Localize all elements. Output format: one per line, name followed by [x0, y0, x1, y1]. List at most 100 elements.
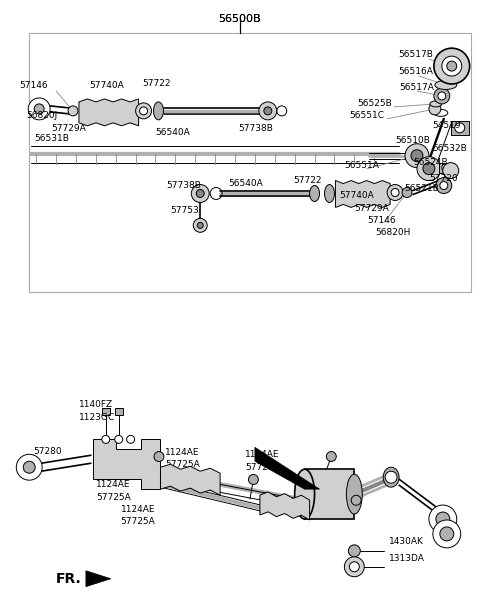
Ellipse shape: [324, 185, 335, 202]
Text: 57725A: 57725A: [96, 492, 131, 501]
Circle shape: [391, 188, 399, 196]
Text: 1140FZ: 1140FZ: [79, 400, 113, 409]
Text: 1124AE: 1124AE: [120, 504, 155, 514]
Circle shape: [434, 48, 469, 84]
Text: 56551A: 56551A: [344, 161, 379, 170]
Text: 57729A: 57729A: [354, 204, 389, 213]
Text: 56551C: 56551C: [349, 111, 384, 120]
Circle shape: [23, 461, 35, 473]
Circle shape: [348, 545, 360, 557]
Circle shape: [197, 222, 203, 228]
Circle shape: [429, 505, 457, 533]
Circle shape: [436, 512, 450, 526]
Circle shape: [68, 106, 78, 116]
Circle shape: [249, 474, 258, 485]
Bar: [439, 163, 453, 173]
Circle shape: [411, 150, 423, 162]
Circle shape: [16, 455, 42, 480]
Circle shape: [447, 61, 457, 71]
Text: 56500B: 56500B: [219, 14, 261, 24]
Polygon shape: [255, 447, 320, 489]
Ellipse shape: [154, 102, 164, 120]
Circle shape: [434, 88, 450, 104]
Text: 56524B: 56524B: [413, 158, 448, 167]
Circle shape: [436, 178, 452, 193]
Text: 57725A: 57725A: [166, 460, 200, 469]
Circle shape: [385, 471, 397, 483]
Text: FR.: FR.: [56, 572, 82, 586]
Text: 56820H: 56820H: [375, 228, 410, 237]
Polygon shape: [79, 99, 139, 126]
Circle shape: [433, 520, 461, 548]
Text: 56540A: 56540A: [156, 128, 190, 137]
Circle shape: [349, 562, 360, 572]
Text: 56521B: 56521B: [404, 184, 439, 193]
Circle shape: [154, 452, 164, 462]
Circle shape: [438, 92, 446, 100]
Text: 56820J: 56820J: [26, 111, 57, 120]
Circle shape: [440, 182, 448, 190]
Circle shape: [423, 163, 435, 175]
Ellipse shape: [435, 81, 457, 90]
Circle shape: [136, 103, 152, 119]
Circle shape: [429, 103, 441, 115]
Text: 57146: 57146: [367, 216, 396, 225]
Text: 56516A: 56516A: [398, 67, 433, 76]
Circle shape: [259, 102, 277, 120]
Text: 57722: 57722: [143, 78, 171, 87]
Text: 57722: 57722: [294, 176, 322, 185]
Text: 54519: 54519: [432, 122, 460, 130]
Circle shape: [440, 527, 454, 541]
Circle shape: [140, 107, 147, 115]
Text: 57729A: 57729A: [51, 124, 86, 133]
Circle shape: [115, 435, 123, 443]
Ellipse shape: [430, 101, 442, 107]
Text: 57738B: 57738B: [238, 124, 273, 133]
Circle shape: [417, 157, 441, 181]
Ellipse shape: [295, 469, 314, 519]
Circle shape: [443, 163, 459, 179]
Text: 56540A: 56540A: [228, 179, 263, 188]
Text: 1123GC: 1123GC: [79, 413, 115, 422]
Text: 1124AE: 1124AE: [96, 480, 131, 489]
Text: 57740A: 57740A: [89, 81, 124, 90]
Text: 57280: 57280: [33, 447, 62, 456]
Circle shape: [344, 557, 364, 577]
Text: 57740A: 57740A: [339, 191, 374, 200]
Text: 56531B: 56531B: [34, 134, 69, 143]
Text: 1124AE: 1124AE: [245, 450, 279, 459]
Bar: [29, 33, 471, 292]
Polygon shape: [336, 181, 390, 208]
Bar: [115, 408, 123, 415]
Bar: [451, 121, 468, 135]
Bar: [102, 408, 110, 415]
Text: 56517B: 56517B: [398, 49, 433, 58]
Text: 1313DA: 1313DA: [389, 554, 425, 563]
Circle shape: [196, 190, 204, 197]
Circle shape: [102, 435, 110, 443]
Circle shape: [192, 185, 209, 202]
Circle shape: [264, 107, 272, 115]
Text: 57146: 57146: [19, 81, 48, 90]
Circle shape: [442, 56, 462, 76]
Text: 56510B: 56510B: [395, 136, 430, 145]
Circle shape: [442, 164, 450, 172]
Circle shape: [127, 435, 134, 443]
Text: 57720: 57720: [429, 174, 457, 183]
Circle shape: [326, 452, 336, 462]
Circle shape: [34, 104, 44, 114]
Polygon shape: [93, 439, 160, 489]
Bar: [305, 469, 354, 519]
Circle shape: [351, 495, 361, 505]
Text: 56517A: 56517A: [399, 84, 434, 93]
Text: 57738B: 57738B: [167, 181, 201, 190]
Text: 56532B: 56532B: [432, 144, 467, 153]
Text: 56525B: 56525B: [357, 99, 392, 108]
Text: 1430AK: 1430AK: [389, 538, 424, 547]
Circle shape: [193, 219, 207, 232]
Ellipse shape: [383, 467, 399, 487]
Text: 57725A: 57725A: [120, 518, 156, 527]
Polygon shape: [260, 492, 310, 520]
Circle shape: [455, 123, 465, 133]
Text: 56500B: 56500B: [219, 14, 261, 24]
